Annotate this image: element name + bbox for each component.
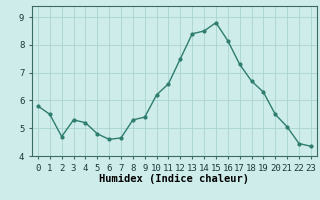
X-axis label: Humidex (Indice chaleur): Humidex (Indice chaleur) <box>100 174 249 184</box>
